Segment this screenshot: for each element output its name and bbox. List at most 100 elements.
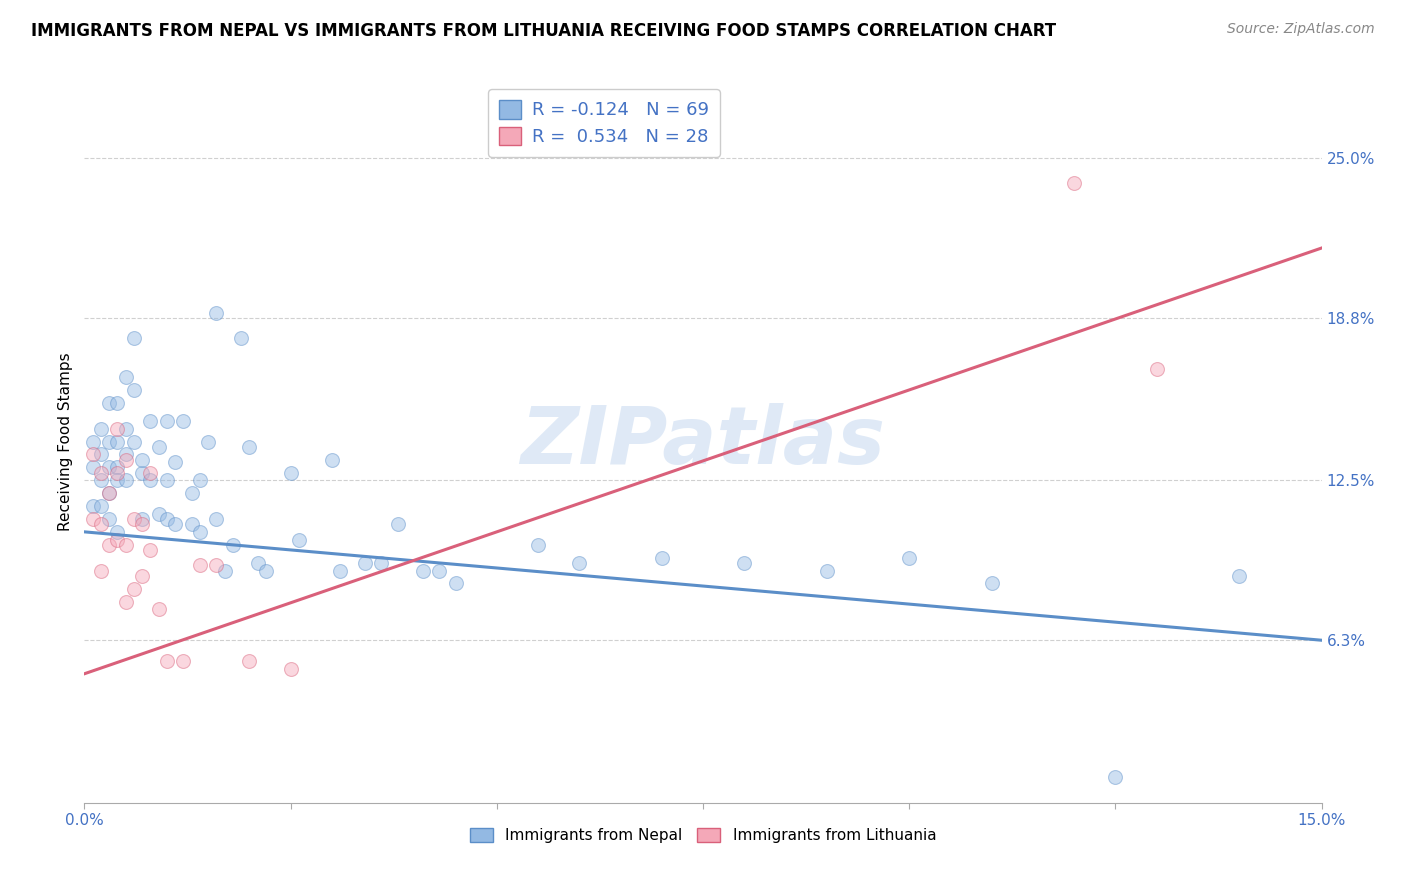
- Point: [222, 538, 245, 552]
- Point: [1227, 568, 1250, 582]
- Point: [139, 473, 162, 487]
- Point: [98, 512, 121, 526]
- Point: [114, 447, 136, 461]
- Point: [254, 564, 277, 578]
- Point: [114, 473, 136, 487]
- Point: [90, 422, 112, 436]
- Point: [288, 533, 311, 547]
- Point: [114, 452, 136, 467]
- Point: [98, 396, 121, 410]
- Point: [156, 414, 179, 428]
- Point: [105, 434, 128, 449]
- Point: [156, 512, 179, 526]
- Point: [148, 507, 170, 521]
- Point: [651, 550, 673, 565]
- Point: [98, 486, 121, 500]
- Point: [105, 473, 128, 487]
- Point: [90, 447, 112, 461]
- Point: [980, 576, 1002, 591]
- Point: [114, 538, 136, 552]
- Point: [114, 594, 136, 608]
- Point: [82, 434, 104, 449]
- Point: [527, 538, 550, 552]
- Point: [188, 524, 211, 539]
- Point: [246, 556, 269, 570]
- Point: [90, 499, 112, 513]
- Point: [172, 654, 194, 668]
- Text: Source: ZipAtlas.com: Source: ZipAtlas.com: [1227, 22, 1375, 37]
- Point: [238, 440, 260, 454]
- Point: [131, 452, 153, 467]
- Point: [444, 576, 467, 591]
- Point: [1146, 362, 1168, 376]
- Point: [131, 568, 153, 582]
- Point: [139, 542, 162, 557]
- Point: [90, 564, 112, 578]
- Point: [180, 517, 202, 532]
- Point: [90, 517, 112, 532]
- Point: [105, 466, 128, 480]
- Point: [98, 460, 121, 475]
- Point: [82, 512, 104, 526]
- Point: [188, 558, 211, 573]
- Point: [139, 414, 162, 428]
- Point: [353, 556, 375, 570]
- Point: [329, 564, 352, 578]
- Point: [82, 499, 104, 513]
- Point: [898, 550, 921, 565]
- Point: [156, 654, 179, 668]
- Point: [568, 556, 591, 570]
- Point: [180, 486, 202, 500]
- Point: [229, 331, 252, 345]
- Point: [280, 466, 302, 480]
- Point: [82, 447, 104, 461]
- Point: [238, 654, 260, 668]
- Point: [122, 434, 145, 449]
- Point: [427, 564, 450, 578]
- Point: [387, 517, 409, 532]
- Point: [205, 305, 228, 319]
- Point: [1063, 177, 1085, 191]
- Point: [98, 486, 121, 500]
- Point: [172, 414, 194, 428]
- Point: [114, 370, 136, 384]
- Point: [105, 396, 128, 410]
- Point: [188, 473, 211, 487]
- Point: [105, 422, 128, 436]
- Legend: Immigrants from Nepal, Immigrants from Lithuania: Immigrants from Nepal, Immigrants from L…: [464, 822, 942, 849]
- Point: [1104, 770, 1126, 784]
- Point: [214, 564, 236, 578]
- Point: [148, 440, 170, 454]
- Point: [139, 466, 162, 480]
- Point: [98, 434, 121, 449]
- Point: [131, 466, 153, 480]
- Point: [205, 512, 228, 526]
- Point: [148, 602, 170, 616]
- Point: [280, 662, 302, 676]
- Point: [205, 558, 228, 573]
- Point: [122, 383, 145, 397]
- Point: [90, 466, 112, 480]
- Point: [122, 331, 145, 345]
- Point: [105, 533, 128, 547]
- Point: [321, 452, 343, 467]
- Point: [122, 582, 145, 596]
- Point: [370, 556, 392, 570]
- Point: [815, 564, 838, 578]
- Point: [82, 460, 104, 475]
- Point: [122, 512, 145, 526]
- Point: [105, 524, 128, 539]
- Text: ZIPatlas: ZIPatlas: [520, 402, 886, 481]
- Point: [131, 517, 153, 532]
- Point: [197, 434, 219, 449]
- Point: [412, 564, 434, 578]
- Point: [131, 512, 153, 526]
- Y-axis label: Receiving Food Stamps: Receiving Food Stamps: [58, 352, 73, 531]
- Point: [165, 455, 187, 469]
- Point: [733, 556, 755, 570]
- Point: [165, 517, 187, 532]
- Point: [105, 460, 128, 475]
- Point: [156, 473, 179, 487]
- Point: [90, 473, 112, 487]
- Text: IMMIGRANTS FROM NEPAL VS IMMIGRANTS FROM LITHUANIA RECEIVING FOOD STAMPS CORRELA: IMMIGRANTS FROM NEPAL VS IMMIGRANTS FROM…: [31, 22, 1056, 40]
